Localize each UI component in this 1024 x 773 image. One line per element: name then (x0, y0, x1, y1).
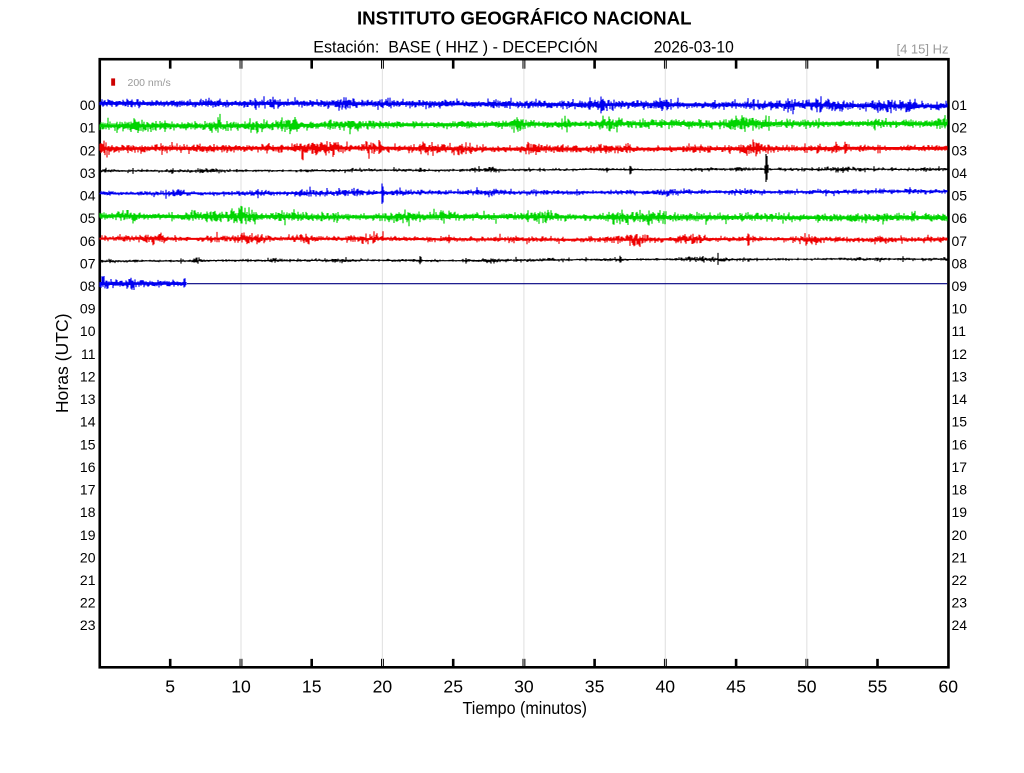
svg-text:23: 23 (952, 595, 968, 611)
svg-text:08: 08 (952, 255, 968, 271)
svg-text:15: 15 (80, 436, 96, 452)
svg-text:17: 17 (952, 459, 968, 475)
svg-text:15: 15 (302, 677, 322, 697)
svg-text:05: 05 (952, 188, 968, 204)
svg-text:20: 20 (952, 527, 968, 543)
svg-text:10: 10 (231, 677, 251, 697)
svg-text:19: 19 (952, 504, 968, 520)
svg-text:01: 01 (952, 97, 968, 113)
svg-text:60: 60 (939, 677, 959, 697)
svg-text:200 nm/s: 200 nm/s (128, 77, 171, 89)
svg-text:20: 20 (373, 677, 393, 697)
svg-text:45: 45 (726, 677, 746, 697)
svg-text:25: 25 (443, 677, 463, 697)
svg-text:24: 24 (952, 617, 968, 633)
svg-text:21: 21 (80, 572, 96, 588)
svg-text:15: 15 (952, 414, 968, 430)
svg-text:14: 14 (952, 391, 968, 407)
svg-text:30: 30 (514, 677, 534, 697)
svg-text:07: 07 (952, 233, 968, 249)
svg-text:Tiempo (minutos): Tiempo (minutos) (463, 698, 588, 718)
svg-text:06: 06 (80, 233, 96, 249)
svg-text:Horas (UTC): Horas (UTC) (52, 313, 72, 413)
svg-text:[4 15] Hz: [4 15] Hz (896, 42, 948, 57)
svg-text:12: 12 (80, 369, 96, 385)
svg-text:13: 13 (952, 369, 968, 385)
svg-text:21: 21 (952, 549, 968, 565)
svg-text:03: 03 (952, 142, 968, 158)
svg-text:00: 00 (80, 97, 96, 113)
svg-text:09: 09 (80, 301, 96, 317)
svg-text:08: 08 (80, 278, 96, 294)
svg-text:14: 14 (80, 414, 96, 430)
svg-text:18: 18 (80, 504, 96, 520)
svg-text:40: 40 (656, 677, 676, 697)
svg-text:20: 20 (80, 549, 96, 565)
svg-text:07: 07 (80, 255, 96, 271)
svg-text:05: 05 (80, 210, 96, 226)
svg-text:02: 02 (80, 142, 96, 158)
svg-text:Estación: BASE ( HHZ ) - DECE: Estación: BASE ( HHZ ) - DECEPCIÓN (313, 37, 598, 56)
svg-text:5: 5 (165, 677, 175, 697)
svg-text:35: 35 (585, 677, 605, 697)
svg-text:04: 04 (80, 188, 96, 204)
svg-text:10: 10 (952, 301, 968, 317)
svg-text:12: 12 (952, 346, 968, 362)
svg-text:01: 01 (80, 120, 96, 136)
svg-text:09: 09 (952, 278, 968, 294)
svg-text:16: 16 (80, 459, 96, 475)
svg-text:06: 06 (952, 210, 968, 226)
svg-text:55: 55 (868, 677, 888, 697)
svg-text:03: 03 (80, 165, 96, 181)
svg-text:INSTITUTO GEOGRÁFICO NACIONAL: INSTITUTO GEOGRÁFICO NACIONAL (357, 7, 692, 28)
svg-text:18: 18 (952, 482, 968, 498)
svg-text:22: 22 (80, 595, 96, 611)
svg-text:10: 10 (80, 323, 96, 339)
svg-text:19: 19 (80, 527, 96, 543)
svg-text:11: 11 (81, 346, 96, 362)
svg-text:04: 04 (952, 165, 968, 181)
svg-text:23: 23 (80, 617, 96, 633)
svg-text:22: 22 (952, 572, 968, 588)
svg-text:02: 02 (952, 120, 968, 136)
svg-text:11: 11 (952, 323, 967, 339)
svg-text:16: 16 (952, 436, 968, 452)
svg-text:50: 50 (797, 677, 817, 697)
svg-text:2026-03-10: 2026-03-10 (654, 37, 734, 56)
svg-text:13: 13 (80, 391, 96, 407)
svg-text:17: 17 (80, 482, 96, 498)
